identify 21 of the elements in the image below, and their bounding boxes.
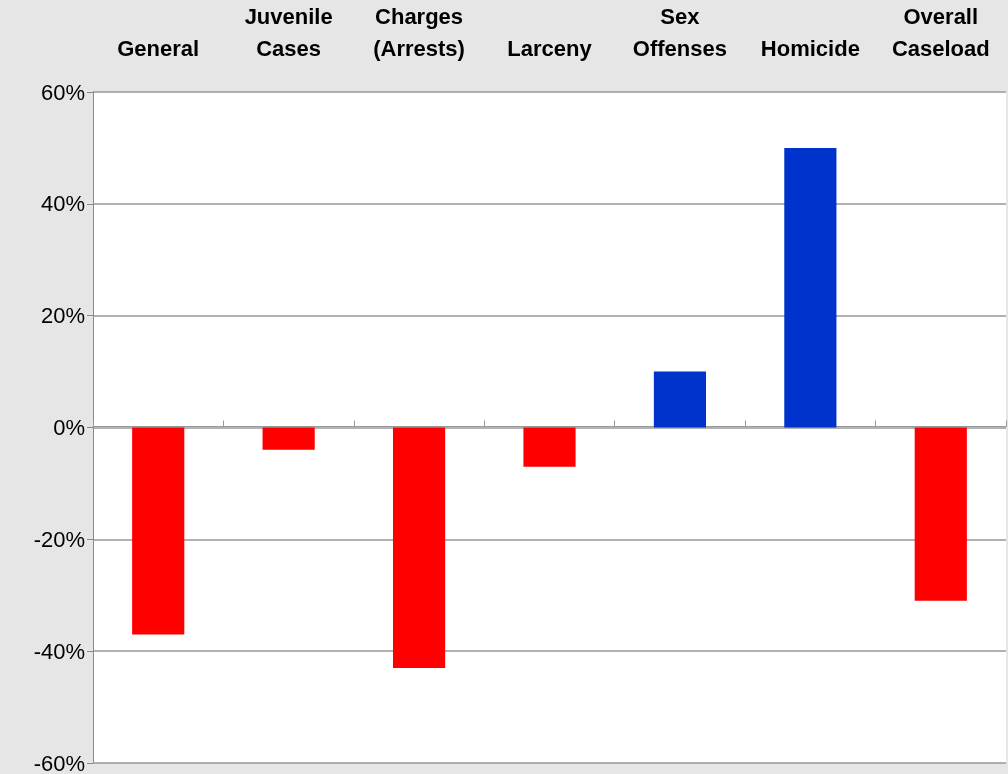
bar bbox=[262, 427, 315, 450]
y-tick-label: -40% bbox=[33, 638, 85, 664]
bar bbox=[392, 427, 446, 668]
y-tick-label: 60% bbox=[40, 79, 85, 105]
bar bbox=[132, 427, 185, 635]
bar bbox=[653, 371, 707, 428]
x-tick-label: Charges (Arrests) bbox=[373, 3, 465, 61]
y-tick-label: -60% bbox=[33, 750, 85, 774]
x-tick-label: Juvenile Cases bbox=[244, 3, 333, 61]
x-tick-label: Sex Offenses bbox=[632, 3, 728, 61]
bar bbox=[523, 427, 576, 467]
bar bbox=[784, 147, 837, 428]
x-tick-label: Larceny bbox=[507, 35, 593, 61]
bar bbox=[914, 427, 967, 601]
x-tick-label: Overall Caseload bbox=[891, 3, 990, 61]
y-tick-label: -20% bbox=[33, 526, 85, 552]
x-tick-label: General bbox=[117, 35, 200, 61]
y-tick-label: 40% bbox=[40, 191, 85, 217]
y-tick-label: 20% bbox=[40, 303, 85, 329]
x-tick-label: Homicide bbox=[760, 35, 860, 61]
y-tick-label: 0% bbox=[53, 415, 85, 440]
